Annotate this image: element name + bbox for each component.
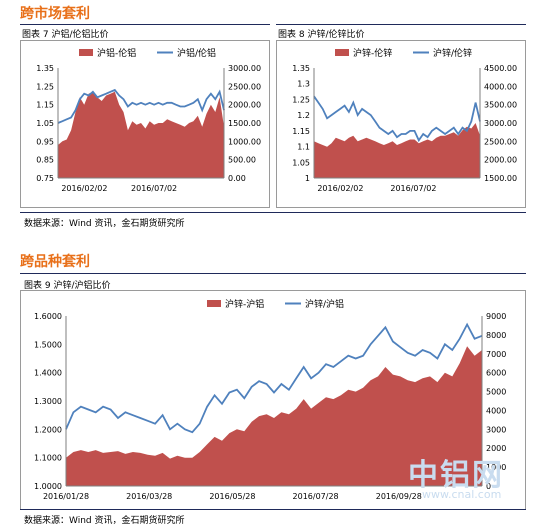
y-right-tick-label: 4000.00 — [484, 82, 517, 91]
source-note: 数据来源：Wind 资讯，金石期货研究所 — [24, 516, 185, 526]
watermark-logo: 中铝网 — [408, 458, 504, 493]
legend-swatch-area — [79, 49, 93, 56]
legend-label-area: 沪锌-伦锌 — [353, 47, 392, 59]
y-left-tick-label: 1.25 — [292, 95, 310, 104]
y-right-tick-label: 4000 — [486, 406, 506, 415]
y-left-tick-label: 1.05 — [292, 158, 310, 167]
y-left-tick-label: 1.15 — [36, 101, 54, 110]
y-right-tick-label: 5000 — [486, 388, 506, 397]
y-left-tick-label: 1.0000 — [34, 482, 62, 491]
y-left-tick-label: 1 — [305, 174, 310, 183]
source-rule — [20, 509, 526, 510]
y-left-tick-label: 1.5000 — [34, 340, 62, 349]
x-tick-label: 2016/07/02 — [131, 184, 177, 193]
chart9-caption: 图表 9 沪锌/沪铝比价 — [24, 281, 111, 291]
source-rule — [20, 212, 526, 213]
legend-label-area: 沪铝-伦铝 — [97, 47, 136, 59]
y-right-tick-label: 7000 — [486, 350, 506, 359]
caption-rule — [20, 273, 526, 274]
y-left-tick-label: 1.2 — [297, 111, 310, 120]
area-series — [66, 346, 482, 486]
line-series — [65, 322, 483, 434]
y-right-tick-label: 2000 — [486, 444, 506, 453]
y-left-tick-label: 1.35 — [292, 64, 310, 73]
y-right-tick-label: 2500.00 — [228, 82, 261, 91]
chart9: 1.6000 1.5000 1.4000 1.3000 1.2000 1.1000 1.00… — [20, 290, 526, 510]
y-left-tick-label: 0.85 — [36, 156, 54, 165]
y-right-tick-label: 4500.00 — [484, 64, 517, 73]
x-tick-label: 2016/09/28 — [376, 492, 422, 501]
y-right-tick-label: 8000 — [486, 331, 506, 340]
y-right-tick-label: 1000 — [486, 463, 506, 472]
y-right-tick-label: 3500.00 — [484, 101, 517, 110]
y-right-tick-label: 0 — [486, 482, 491, 491]
y-right-tick-label: 3000 — [486, 425, 506, 434]
y-left-tick-label: 1.35 — [36, 64, 54, 73]
y-right-tick-label: 9000 — [486, 312, 506, 321]
y-left-tick-label: 0.95 — [36, 137, 54, 146]
x-tick-label: 2016/01/28 — [43, 492, 89, 501]
line-series — [313, 95, 481, 143]
x-tick-label: 2016/03/28 — [126, 492, 172, 501]
chart8-caption: 图表 8 沪锌/伦锌比价 — [278, 30, 365, 40]
legend: 沪锌-沪铝 沪锌/沪铝 — [207, 298, 344, 310]
y-right-tick-label: 2000.00 — [228, 101, 261, 110]
legend: 沪铝-伦铝 沪铝/伦铝 — [79, 47, 216, 59]
chart8: 1.35 1.3 1.25 1.2 1.15 1.1 1.05 1 4500.00 4000.00… — [276, 40, 526, 208]
y-right-tick-label: 3000.00 — [484, 119, 517, 128]
y-left-tick-label: 1.1 — [297, 143, 310, 152]
legend-label-area: 沪锌-沪铝 — [225, 298, 264, 310]
line-series — [57, 88, 225, 124]
y-left-tick-label: 1.1000 — [34, 454, 62, 463]
x-tick-label: 2016/07/28 — [293, 492, 339, 501]
y-right-tick-label: 0.00 — [228, 174, 246, 183]
watermark-url: www.cnal.com — [422, 488, 502, 501]
legend-label-line: 沪铝/伦铝 — [177, 47, 216, 59]
y-right-tick-label: 1000.00 — [228, 137, 261, 146]
area-series — [314, 123, 480, 178]
y-left-tick-label: 0.75 — [36, 174, 54, 183]
chart7: 1.35 1.25 1.15 1.05 0.95 0.85 0.75 3000.00 2500.… — [20, 40, 270, 208]
section-title-cross-market: 跨市场套利 — [20, 6, 90, 22]
x-tick-label: 2016/05/28 — [209, 492, 255, 501]
x-tick-label: 2016/02/02 — [317, 184, 363, 193]
legend-label-line: 沪锌/伦锌 — [433, 47, 472, 59]
legend-swatch-area — [207, 300, 221, 307]
caption-rule — [20, 24, 270, 25]
y-right-tick-label: 500.00 — [228, 156, 256, 165]
y-left-tick-label: 1.2000 — [34, 425, 62, 434]
y-left-tick-label: 1.3000 — [34, 397, 62, 406]
y-right-tick-label: 1500.00 — [484, 174, 517, 183]
legend-swatch-area — [335, 49, 349, 56]
y-left-tick-label: 1.25 — [36, 82, 54, 91]
x-tick-label: 2016/02/02 — [61, 184, 107, 193]
chart-frame — [20, 40, 270, 208]
source-note: 数据来源：Wind 资讯，金石期货研究所 — [24, 219, 185, 229]
y-right-tick-label: 1500.00 — [228, 119, 261, 128]
legend: 沪锌-伦锌 沪锌/伦锌 — [335, 47, 472, 59]
chart7-caption: 图表 7 沪铝/伦铝比价 — [22, 30, 109, 40]
y-left-tick-label: 1.05 — [36, 119, 54, 128]
x-tick-label: 2016/07/02 — [390, 184, 436, 193]
y-left-tick-label: 1.15 — [292, 127, 310, 136]
chart-frame — [276, 40, 526, 208]
y-left-tick-label: 1.6000 — [34, 312, 62, 321]
y-left-tick-label: 1.4000 — [34, 369, 62, 378]
section-title-cross-variety: 跨品种套利 — [20, 254, 90, 270]
caption-rule — [276, 24, 526, 25]
y-right-tick-label: 3000.00 — [228, 64, 261, 73]
area-series — [58, 91, 224, 178]
y-left-tick-label: 1.3 — [297, 80, 310, 89]
y-right-tick-label: 2500.00 — [484, 137, 517, 146]
legend-label-line: 沪锌/沪铝 — [305, 298, 344, 310]
y-right-tick-label: 6000 — [486, 369, 506, 378]
y-right-tick-label: 2000.00 — [484, 156, 517, 165]
